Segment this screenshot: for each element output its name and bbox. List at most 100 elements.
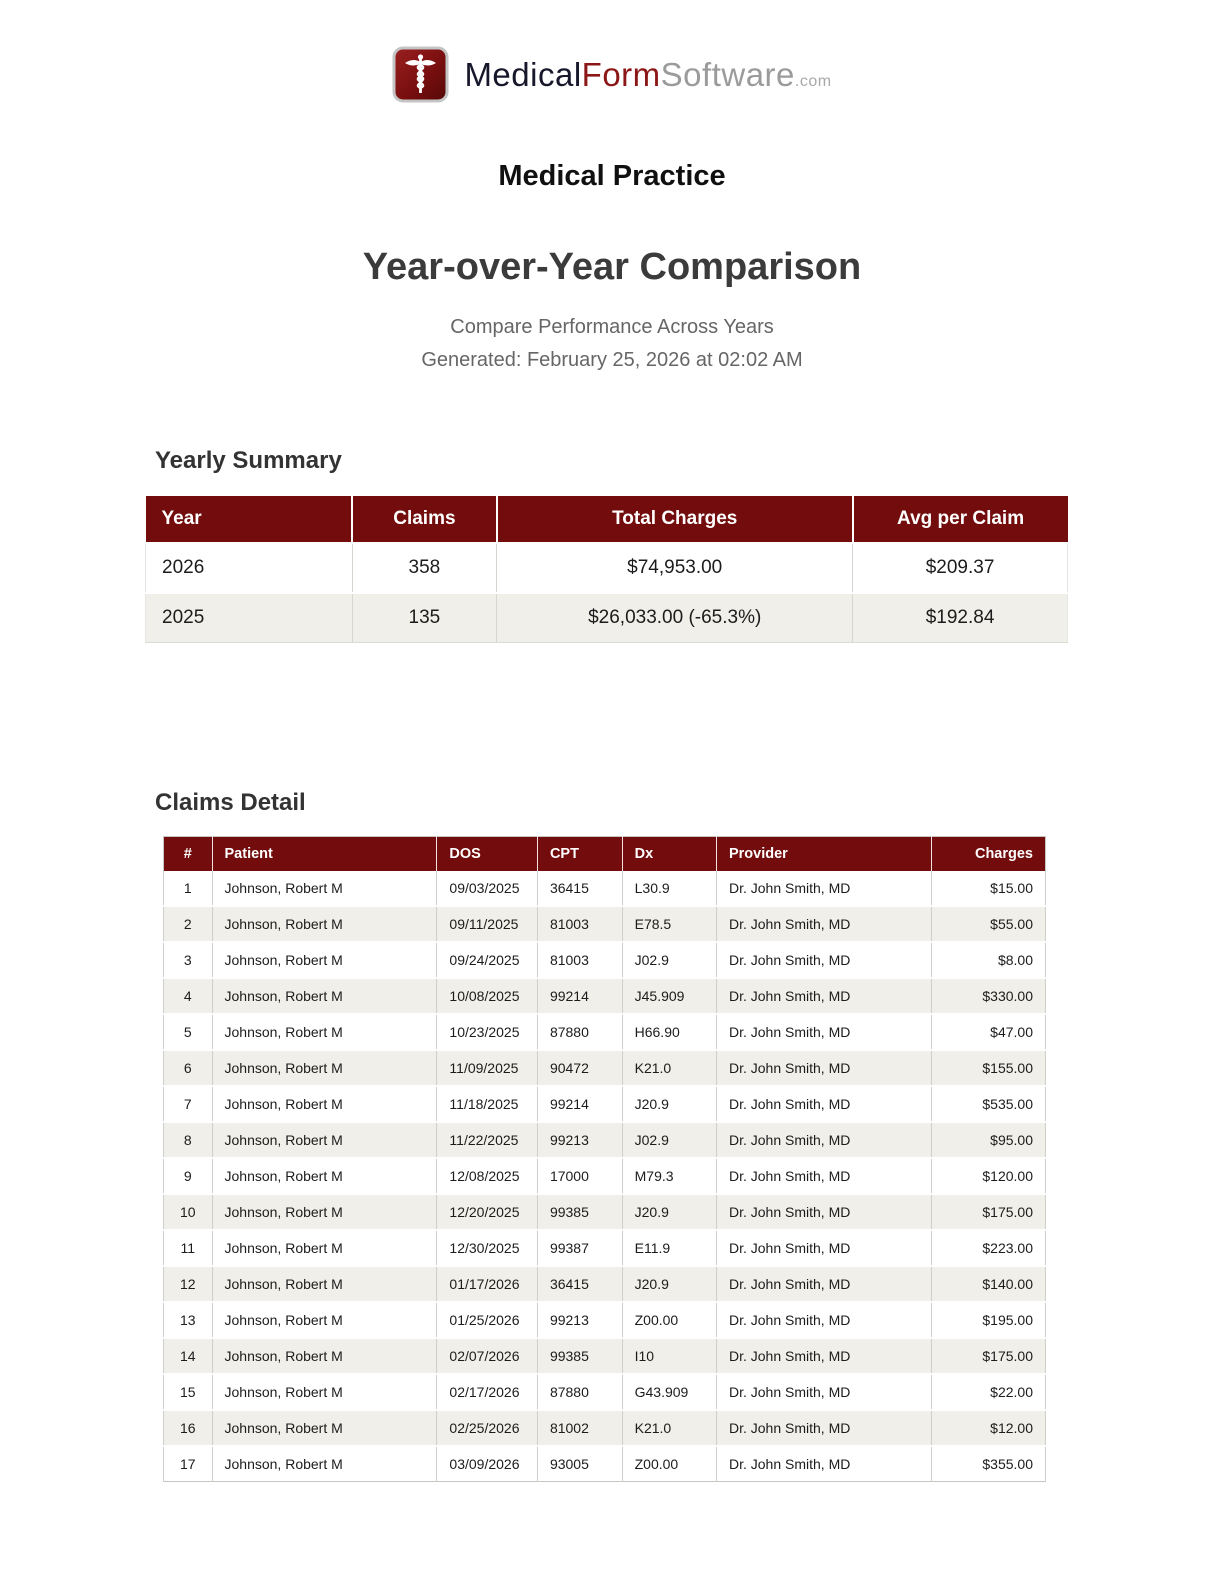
table-cell: $12.00 — [931, 1409, 1046, 1446]
table-row: 13 Johnson, Robert M 01/25/2026 99213 Z00.00… — [163, 1301, 1046, 1338]
table-cell: 90472 — [536, 1049, 623, 1086]
table-cell: 4 — [163, 977, 213, 1014]
column-header: Patient — [211, 836, 437, 871]
table-cell: $22.00 — [931, 1373, 1046, 1410]
table-cell: J20.9 — [621, 1193, 717, 1230]
table-cell: Johnson, Robert M — [211, 1301, 438, 1338]
table-cell: J02.9 — [621, 1121, 717, 1158]
table-cell: 12/08/2025 — [436, 1157, 538, 1194]
table-cell: 9 — [163, 1157, 213, 1194]
table-cell: Dr. John Smith, MD — [715, 1301, 933, 1338]
yearly-summary-body: 2026 358 $74,953.00 $209.37 2025 135 $26,033.0… — [145, 542, 1068, 643]
table-cell: Johnson, Robert M — [211, 1013, 438, 1050]
table-cell: $120.00 — [931, 1157, 1046, 1194]
table-cell: 99214 — [536, 1085, 623, 1122]
table-cell: Dr. John Smith, MD — [715, 1157, 933, 1194]
table-cell: 02/17/2026 — [436, 1373, 538, 1410]
table-cell: Johnson, Robert M — [211, 871, 438, 906]
table-cell: 03/09/2026 — [436, 1445, 538, 1482]
table-cell: Dr. John Smith, MD — [715, 1121, 933, 1158]
table-cell: $209.37 — [852, 542, 1068, 594]
table-cell: $8.00 — [931, 941, 1046, 978]
yearly-summary-heading: Yearly Summary — [155, 447, 342, 474]
column-header: CPT — [536, 836, 623, 871]
table-cell: $355.00 — [931, 1445, 1046, 1482]
table-cell: 93005 — [536, 1445, 623, 1482]
table-cell: Z00.00 — [621, 1301, 717, 1338]
table-cell: 17000 — [536, 1157, 623, 1194]
table-cell: 3 — [163, 941, 213, 978]
table-cell: 2025 — [145, 592, 353, 643]
table-cell: Dr. John Smith, MD — [715, 905, 933, 942]
table-cell: 11 — [163, 1229, 213, 1266]
table-cell: Dr. John Smith, MD — [715, 1193, 933, 1230]
practice-name: Medical Practice — [498, 160, 726, 192]
table-cell: Johnson, Robert M — [211, 1265, 438, 1302]
table-cell: Johnson, Robert M — [211, 1121, 438, 1158]
claims-detail-header: # Patient DOS CPT Dx Provider Charges — [163, 836, 1046, 871]
table-cell: 12 — [163, 1265, 213, 1302]
column-header: Claims — [351, 496, 497, 543]
table-cell: 16 — [163, 1409, 213, 1446]
table-cell: $155.00 — [931, 1049, 1046, 1086]
table-row: 2 Johnson, Robert M 09/11/2025 81003 E78.5 Dr… — [163, 905, 1046, 942]
table-cell: Z00.00 — [621, 1445, 717, 1482]
table-cell: Johnson, Robert M — [211, 1373, 438, 1410]
table-cell: Dr. John Smith, MD — [715, 941, 933, 978]
table-cell: I10 — [621, 1337, 717, 1374]
table-cell: Johnson, Robert M — [211, 941, 438, 978]
table-cell: 09/11/2025 — [436, 905, 538, 942]
table-cell: G43.909 — [621, 1373, 717, 1410]
table-cell: Dr. John Smith, MD — [715, 1085, 933, 1122]
table-cell: M79.3 — [621, 1157, 717, 1194]
table-cell: 99214 — [536, 977, 623, 1014]
table-cell: 1 — [163, 871, 213, 906]
table-cell: Johnson, Robert M — [211, 1193, 438, 1230]
table-cell: Dr. John Smith, MD — [715, 1373, 933, 1410]
table-cell: 99385 — [536, 1193, 623, 1230]
table-cell: $175.00 — [931, 1337, 1046, 1374]
table-cell: 99213 — [536, 1121, 623, 1158]
table-cell: 01/25/2026 — [436, 1301, 538, 1338]
table-row: 6 Johnson, Robert M 11/09/2025 90472 K21.0 Dr… — [163, 1049, 1046, 1086]
table-cell: 15 — [163, 1373, 213, 1410]
table-cell: 8 — [163, 1121, 213, 1158]
table-row: 12 Johnson, Robert M 01/17/2026 36415 J20.9 D… — [163, 1265, 1046, 1302]
table-cell: E11.9 — [621, 1229, 717, 1266]
table-cell: $175.00 — [931, 1193, 1046, 1230]
column-header: Provider — [715, 836, 932, 871]
table-cell: Johnson, Robert M — [211, 977, 438, 1014]
table-cell: 81003 — [536, 941, 623, 978]
table-cell: $195.00 — [931, 1301, 1046, 1338]
table-cell: 99387 — [536, 1229, 623, 1266]
table-cell: Dr. John Smith, MD — [715, 1049, 933, 1086]
brand-tld: .com — [794, 72, 832, 90]
table-cell: 14 — [163, 1337, 213, 1374]
table-row: 16 Johnson, Robert M 02/25/2026 81002 K21.0 D… — [163, 1409, 1046, 1446]
table-cell: $26,033.00 (-65.3%) — [496, 592, 854, 643]
header-row: Year Claims Total Charges Avg per Claim — [145, 496, 1068, 543]
table-cell: 09/03/2025 — [436, 871, 538, 906]
table-cell: 99385 — [536, 1337, 623, 1374]
table-cell: 81003 — [536, 905, 623, 942]
table-cell: H66.90 — [621, 1013, 717, 1050]
table-cell: 11/22/2025 — [436, 1121, 538, 1158]
table-cell: Johnson, Robert M — [211, 1337, 438, 1374]
column-header: # — [163, 836, 212, 871]
table-cell: $95.00 — [931, 1121, 1046, 1158]
brand-form: Form — [581, 55, 661, 93]
table-row: 3 Johnson, Robert M 09/24/2025 81003 J02.9 Dr… — [163, 941, 1046, 978]
table-cell: L30.9 — [621, 871, 717, 906]
table-row: 8 Johnson, Robert M 11/22/2025 99213 J02.9 Dr… — [163, 1121, 1046, 1158]
table-row: 7 Johnson, Robert M 11/18/2025 99214 J20.9 Dr… — [163, 1085, 1046, 1122]
table-cell: 09/24/2025 — [436, 941, 538, 978]
table-cell: $47.00 — [931, 1013, 1046, 1050]
table-cell: Johnson, Robert M — [211, 1157, 438, 1194]
column-header: Dx — [621, 836, 717, 871]
brand-logo: MedicalFormSoftware.com — [0, 0, 1224, 103]
table-cell: Dr. John Smith, MD — [715, 1445, 933, 1482]
table-cell: J45.909 — [621, 977, 717, 1014]
table-cell: 99213 — [536, 1301, 623, 1338]
table-cell: 81002 — [536, 1409, 623, 1446]
table-cell: J02.9 — [621, 941, 717, 978]
